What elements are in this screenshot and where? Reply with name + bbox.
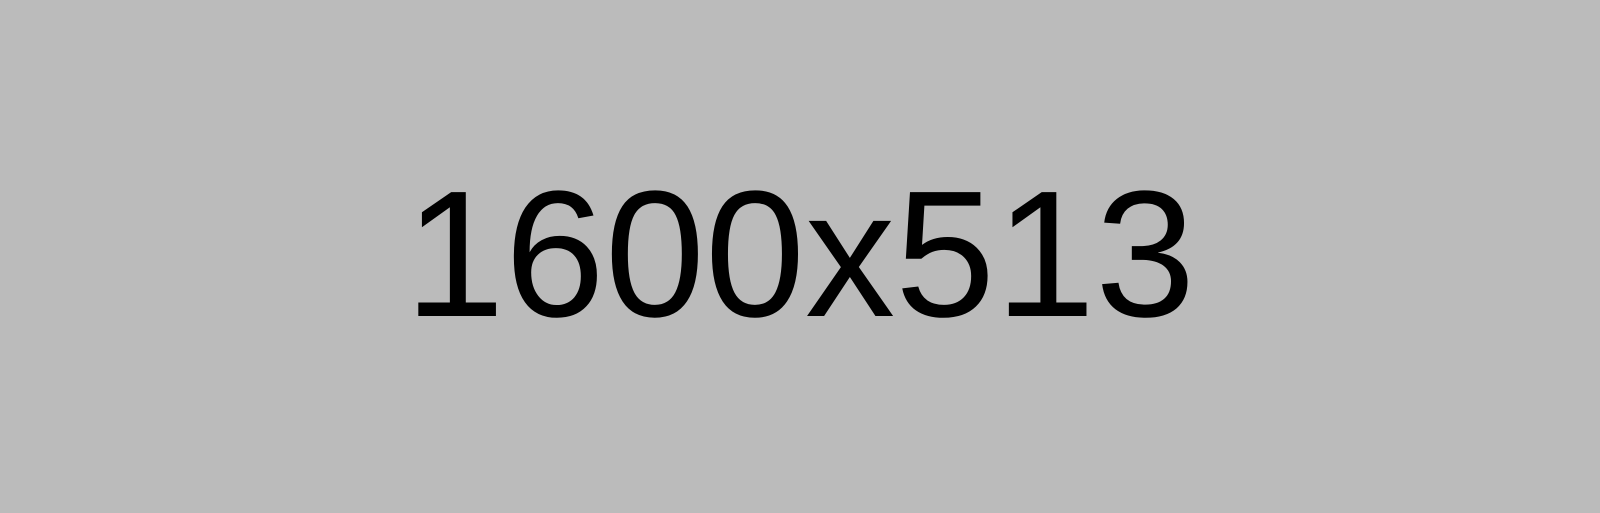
dimensions-label: 1600x513 <box>404 153 1196 355</box>
